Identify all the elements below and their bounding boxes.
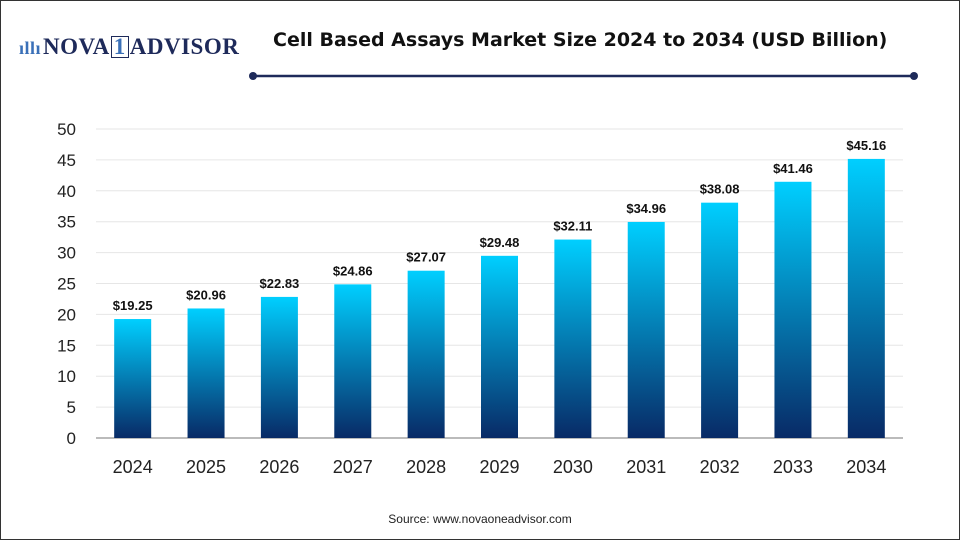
y-tick-label: 5: [67, 398, 76, 417]
x-tick-label: 2033: [773, 457, 813, 477]
x-tick-label: 2024: [113, 457, 153, 477]
nova-advisor-logo: ıllıNOVA 1 ADVISOR: [19, 34, 239, 60]
x-tick-label: 2034: [846, 457, 886, 477]
bar-2029: [481, 255, 518, 438]
y-tick-label: 0: [67, 429, 76, 448]
x-tick-label: 2029: [479, 457, 519, 477]
y-tick-label: 30: [57, 244, 76, 263]
x-tick-label: 2032: [700, 457, 740, 477]
x-tick-label: 2031: [626, 457, 666, 477]
chart-title: Cell Based Assays Market Size 2024 to 20…: [273, 29, 888, 51]
bar-2025: [187, 308, 225, 438]
bar-2033: [774, 181, 812, 438]
data-label: $41.46: [773, 161, 813, 176]
data-label: $34.96: [626, 201, 666, 216]
y-tick-label: 20: [57, 305, 76, 324]
bar-2034: [847, 158, 885, 438]
data-label: $22.83: [260, 276, 300, 291]
x-tick-label: 2030: [553, 457, 593, 477]
y-tick-label: 50: [57, 120, 76, 139]
y-tick-label: 40: [57, 182, 76, 201]
bar-2030: [554, 239, 592, 438]
y-tick-label: 25: [57, 275, 76, 294]
bar-2024: [114, 319, 152, 438]
bar-2028: [407, 270, 445, 438]
x-tick-label: 2028: [406, 457, 446, 477]
data-label: $38.08: [700, 182, 740, 197]
logo-bars-icon: ıllı: [19, 38, 42, 58]
underline-dot-right: [910, 72, 918, 80]
data-label: $45.16: [846, 138, 886, 153]
logo-text: NOVA: [43, 34, 110, 59]
y-tick-label: 15: [57, 336, 76, 355]
y-tick-label: 35: [57, 213, 76, 232]
bar-2032: [701, 202, 739, 438]
x-tick-label: 2026: [259, 457, 299, 477]
data-label: $29.48: [480, 235, 520, 250]
underline-dot-left: [249, 72, 257, 80]
logo-text-tail: ADVISOR: [129, 34, 240, 59]
bar-2031: [627, 221, 665, 438]
data-label: $27.07: [406, 250, 446, 265]
y-tick-label: 10: [57, 367, 76, 386]
bar-2026: [260, 296, 298, 438]
data-label: $19.25: [113, 298, 153, 313]
x-tick-label: 2027: [333, 457, 373, 477]
x-tick-label: 2025: [186, 457, 226, 477]
y-tick-label: 45: [57, 151, 76, 170]
data-label: $24.86: [333, 263, 373, 278]
bar-2027: [334, 284, 372, 438]
logo-one: 1: [110, 35, 129, 58]
source-text: Source: www.novaoneadvisor.com: [388, 512, 572, 526]
data-label: $20.96: [186, 287, 226, 302]
data-label: $32.11: [553, 219, 592, 234]
